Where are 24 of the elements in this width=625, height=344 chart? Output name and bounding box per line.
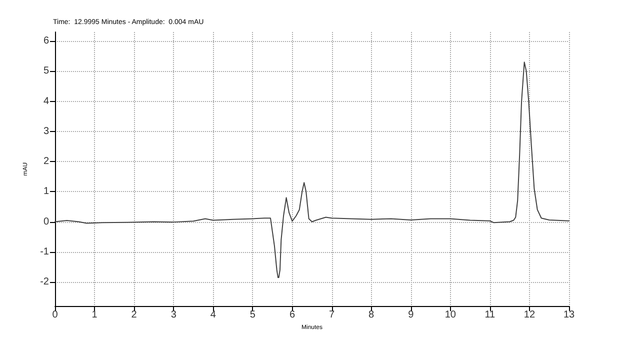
y-tick-label: 2	[43, 156, 50, 168]
x-tick-label: 9	[408, 310, 414, 321]
x-tick-label: 3	[170, 310, 177, 321]
x-tick-label: 7	[328, 310, 335, 321]
x-tick-label: 12	[524, 310, 536, 321]
x-tick-label: 10	[444, 310, 456, 321]
x-tick-label: 6	[289, 310, 296, 321]
y-tick-label: 4	[43, 96, 50, 107]
y-tick-label: -1	[40, 246, 50, 258]
x-tick-label: 0	[52, 310, 58, 321]
line-series	[54, 62, 570, 278]
y-tick-label: 6	[43, 36, 50, 47]
x-tick-label: 4	[210, 310, 216, 321]
y-tick-label: 5	[43, 66, 50, 77]
y-tick-label: 3	[43, 126, 50, 137]
x-tick-label: 11	[484, 310, 496, 321]
x-tick-label: 5	[250, 310, 256, 321]
x-tick-label: 13	[563, 310, 575, 321]
y-tick-label: 1	[43, 186, 50, 198]
x-tick-label: 1	[92, 310, 98, 321]
y-tick-label: -2	[40, 276, 50, 288]
y-tick-label: 0	[43, 216, 50, 228]
x-tick-label: 2	[131, 310, 138, 321]
x-tick-label: 8	[368, 310, 375, 321]
